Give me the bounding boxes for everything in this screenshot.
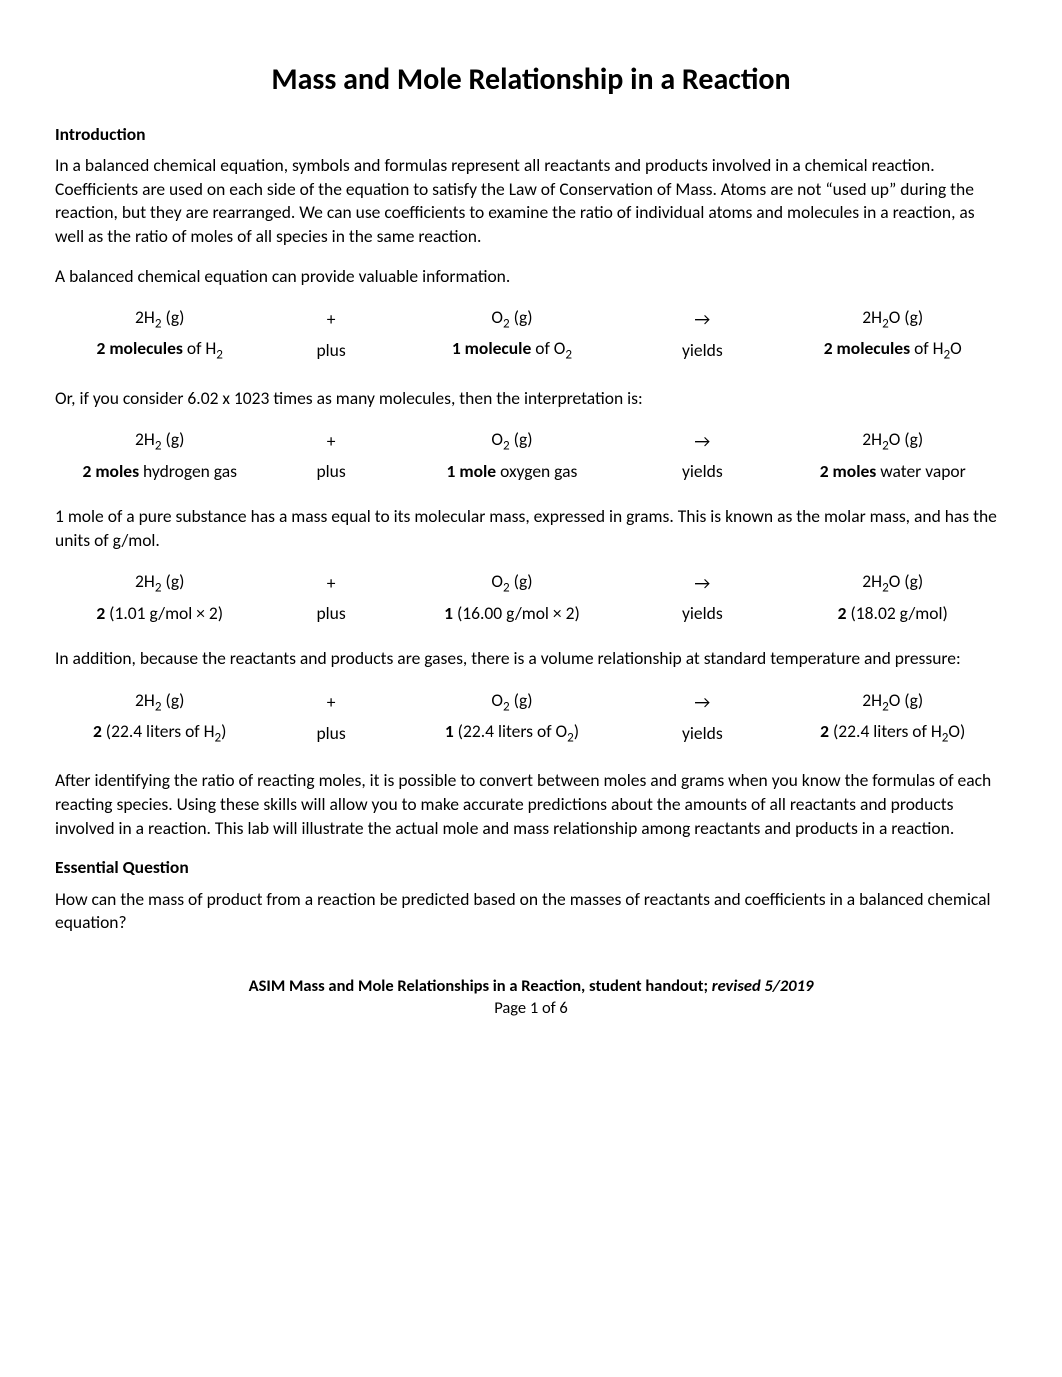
eq-plus-symbol: + (264, 304, 397, 335)
essential-question-heading: Essential Question (55, 856, 1007, 880)
footer-title: ASIM Mass and Mole Relationships in a Re… (249, 976, 712, 996)
intro-paragraph-1: In a balanced chemical equation, symbols… (55, 154, 1007, 249)
eq-h2-formula: 2H2 (g) (55, 568, 264, 599)
equation-table-moles: 2H2 (g) + O2 (g) → 2H2O (g) 2 moles hydr… (55, 426, 1007, 485)
eq-yields-word: yields (626, 335, 778, 366)
eq-o2-desc: 1 mole oxygen gas (398, 458, 626, 486)
eq-arrow-symbol: → (626, 568, 778, 599)
or-paragraph: Or, if you consider 6.02 x 1023 times as… (55, 387, 1007, 411)
eq-h2-desc: 2 (22.4 liters of H2) (55, 718, 264, 749)
eq-plus-word: plus (264, 335, 397, 366)
eq-h2o-formula: 2H2O (g) (778, 568, 1007, 599)
eq-o2-desc: 1 molecule of O2 (398, 335, 626, 366)
volume-paragraph: In addition, because the reactants and p… (55, 647, 1007, 671)
page-title: Mass and Mole Relationship in a Reaction (55, 60, 1007, 101)
footer-revised: revised 5/2019 (712, 976, 814, 996)
equation-table-molar-mass: 2H2 (g) + O2 (g) → 2H2O (g) 2 (1.01 g/mo… (55, 568, 1007, 627)
eq-yields-word: yields (626, 458, 778, 486)
eq-h2-desc: 2 (1.01 g/mol × 2) (55, 600, 264, 628)
intro-paragraph-2: A balanced chemical equation can provide… (55, 265, 1007, 289)
eq-arrow-symbol: → (626, 687, 778, 718)
eq-yields-word: yields (626, 600, 778, 628)
essential-question-paragraph: How can the mass of product from a react… (55, 888, 1007, 935)
eq-plus-symbol: + (264, 687, 397, 718)
eq-h2o-formula: 2H2O (g) (778, 687, 1007, 718)
after-paragraph: After identifying the ratio of reacting … (55, 769, 1007, 840)
molar-mass-paragraph: 1 mole of a pure substance has a mass eq… (55, 505, 1007, 552)
eq-h2-formula: 2H2 (g) (55, 426, 264, 457)
eq-arrow-symbol: → (626, 304, 778, 335)
eq-h2-desc: 2 moles hydrogen gas (55, 458, 264, 486)
introduction-heading: Introduction (55, 123, 1007, 147)
eq-plus-word: plus (264, 718, 397, 749)
eq-h2o-desc: 2 (18.02 g/mol) (778, 600, 1007, 628)
eq-h2o-desc: 2 molecules of H2O (778, 335, 1007, 366)
eq-h2o-formula: 2H2O (g) (778, 426, 1007, 457)
eq-h2o-formula: 2H2O (g) (778, 304, 1007, 335)
eq-h2-desc: 2 molecules of H2 (55, 335, 264, 366)
eq-o2-formula: O2 (g) (398, 304, 626, 335)
eq-o2-formula: O2 (g) (398, 426, 626, 457)
eq-plus-symbol: + (264, 568, 397, 599)
eq-plus-word: plus (264, 458, 397, 486)
eq-o2-desc: 1 (22.4 liters of O2) (398, 718, 626, 749)
eq-yields-word: yields (626, 718, 778, 749)
eq-o2-formula: O2 (g) (398, 568, 626, 599)
eq-o2-formula: O2 (g) (398, 687, 626, 718)
equation-table-molecules: 2H2 (g) + O2 (g) → 2H2O (g) 2 molecules … (55, 304, 1007, 366)
eq-o2-desc: 1 (16.00 g/mol × 2) (398, 600, 626, 628)
eq-h2-formula: 2H2 (g) (55, 304, 264, 335)
footer: ASIM Mass and Mole Relationships in a Re… (55, 975, 1007, 1020)
eq-arrow-symbol: → (626, 426, 778, 457)
eq-h2-formula: 2H2 (g) (55, 687, 264, 718)
eq-plus-symbol: + (264, 426, 397, 457)
eq-plus-word: plus (264, 600, 397, 628)
eq-h2o-desc: 2 (22.4 liters of H2O) (778, 718, 1007, 749)
eq-h2o-desc: 2 moles water vapor (778, 458, 1007, 486)
footer-page-number: Page 1 of 6 (55, 997, 1007, 1019)
equation-table-volume: 2H2 (g) + O2 (g) → 2H2O (g) 2 (22.4 lite… (55, 687, 1007, 749)
